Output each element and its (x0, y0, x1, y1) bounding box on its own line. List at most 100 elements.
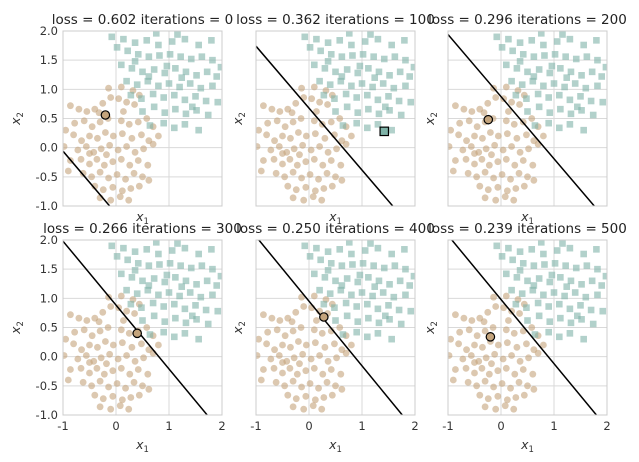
class0-point (336, 115, 344, 122)
class1-point (518, 290, 526, 297)
class0-point (468, 108, 476, 115)
class1-point (203, 68, 211, 76)
class0-point (118, 339, 126, 347)
class1-point (578, 281, 585, 288)
class1-point (311, 270, 318, 278)
class0-point (109, 367, 117, 375)
class0-point (86, 160, 93, 168)
class0-point (520, 391, 528, 399)
class0-point (452, 311, 459, 319)
class1-point (192, 302, 199, 309)
class0-point (508, 143, 515, 150)
class1-point (370, 53, 377, 60)
class1-point (149, 90, 157, 98)
class1-point (402, 82, 409, 90)
y-axis-label: x2 (8, 112, 26, 126)
class0-point (109, 132, 117, 140)
class0-point (323, 169, 331, 177)
class0-point (502, 292, 510, 300)
class0-point (319, 161, 327, 169)
class1-point (182, 277, 190, 285)
class0-point (128, 134, 136, 142)
class1-point (402, 56, 409, 64)
class1-point (150, 66, 158, 73)
class0-point (104, 324, 112, 331)
class1-point (348, 250, 355, 258)
class0-point (309, 402, 317, 410)
class1-point (134, 51, 142, 58)
class0-point (315, 175, 322, 183)
class0-point (135, 182, 143, 190)
class1-point (551, 260, 559, 267)
class1-point (139, 68, 146, 76)
class0-point (452, 366, 459, 373)
class1-point (396, 277, 404, 285)
class0-point (130, 378, 138, 386)
class0-point (264, 328, 272, 336)
class0-point (484, 186, 492, 194)
class0-point (328, 182, 336, 190)
class1-point (534, 299, 542, 307)
class0-point (144, 370, 152, 378)
class1-point (143, 246, 151, 253)
class0-point (515, 169, 523, 177)
class1-point (578, 72, 585, 79)
class1-point (588, 277, 596, 285)
class1-point (508, 77, 515, 85)
class0-point (449, 376, 457, 384)
points-layer (448, 31, 607, 206)
class0-point (511, 161, 519, 169)
class0-point (86, 359, 93, 366)
class1-point (178, 74, 186, 81)
class0-point (481, 168, 489, 176)
class0-point (529, 161, 537, 169)
class0-point (279, 132, 286, 140)
class1-point (546, 109, 554, 116)
class1-point (524, 317, 531, 324)
class0-point (316, 98, 323, 106)
class1-point (161, 109, 169, 116)
class0-point (310, 326, 318, 334)
class1-point (524, 68, 531, 76)
class1-point (530, 282, 538, 289)
class1-point (546, 318, 554, 325)
class1-point (530, 262, 538, 269)
class1-point (548, 62, 556, 70)
class0-point (149, 140, 157, 148)
class0-point (279, 160, 286, 168)
class1-point (145, 282, 153, 289)
class0-point (256, 126, 263, 134)
class1-point (369, 292, 376, 300)
class0-point (139, 173, 146, 181)
decision-boundary (450, 240, 597, 415)
class1-point (523, 304, 530, 311)
class1-point (559, 240, 566, 247)
class1-point (563, 74, 571, 81)
class1-point (535, 66, 543, 73)
class0-point (502, 117, 510, 125)
class1-point (535, 312, 543, 320)
class1-point (349, 52, 356, 59)
y-tick-label: 0.0 (40, 141, 58, 155)
class0-point (476, 182, 484, 190)
class0-point (143, 324, 151, 331)
class1-point (587, 97, 595, 105)
class1-point (321, 65, 329, 72)
y-tick-label: 0.5 (40, 112, 58, 126)
class1-point (198, 53, 206, 60)
class0-point (264, 119, 272, 127)
class0-point (131, 310, 138, 317)
class0-point (540, 341, 547, 349)
class0-point (490, 174, 497, 182)
class1-point (345, 31, 353, 37)
class1-point (503, 61, 510, 69)
class1-point (181, 330, 189, 337)
class0-point (117, 155, 125, 163)
class0-point (498, 380, 506, 387)
class1-point (390, 293, 398, 301)
class1-point (530, 73, 538, 80)
class1-point (567, 110, 575, 118)
class0-point (306, 380, 314, 387)
class0-point (516, 310, 523, 317)
class1-point (371, 74, 379, 81)
